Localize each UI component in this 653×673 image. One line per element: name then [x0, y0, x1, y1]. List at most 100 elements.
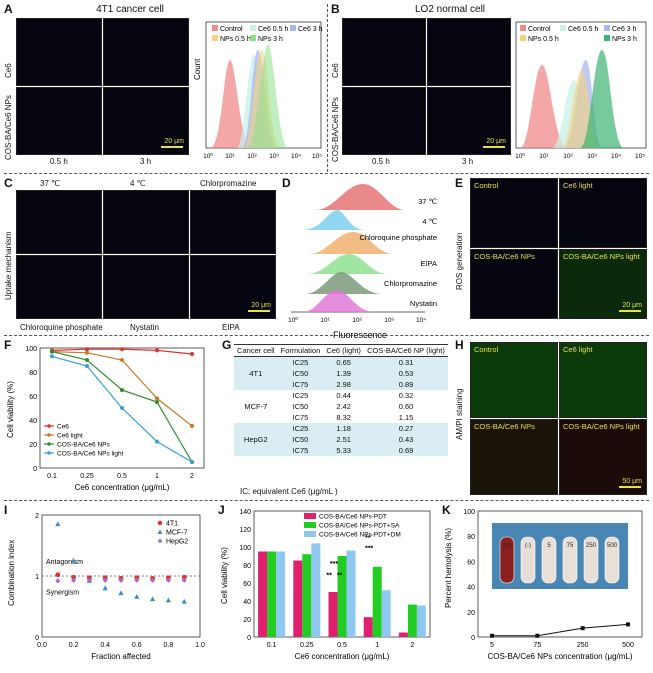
- chart-k-ytick: 60: [467, 559, 475, 566]
- panel-c-bottom-label-2: EIPA: [222, 323, 240, 332]
- panel-letter-e: E: [455, 176, 464, 190]
- legend-swatch: [520, 35, 526, 41]
- flow-d-tick: 10³: [384, 317, 394, 324]
- chart-i-legend-label: MCF-7: [166, 530, 187, 537]
- chart-i-legend-marker: [157, 529, 163, 534]
- panel-letter-i: I: [4, 503, 8, 517]
- chart-j-ytick: 100: [239, 545, 251, 552]
- panel-letter-j: J: [218, 503, 225, 517]
- micro-e-ce6-light: Ce6 light: [559, 178, 647, 248]
- chart-i-xtick: 0.4: [100, 642, 110, 649]
- ic-table: Cancer cell Formulation Ce6 (light) COS-…: [234, 344, 448, 456]
- flow-chart-d: 37 ℃ 4 ℃ Chloroquine phosphate EIPA Chlo…: [288, 184, 438, 340]
- chart-i-ytick: 2: [35, 513, 39, 520]
- chart-f-xtick: 1: [155, 473, 159, 480]
- divider: [327, 4, 328, 172]
- flow-chart-a: Count Control Ce6 0.5 h Ce6 3 h NPs 0.5 …: [193, 21, 323, 160]
- chart-k-tube: [499, 536, 515, 584]
- flow-d-label-1: 4 ℃: [422, 217, 437, 226]
- chart-f-legend-marker: [47, 424, 51, 428]
- chart-j-bar-2: [416, 605, 426, 637]
- chart-j-significance: **: [337, 573, 343, 580]
- chart-f-ytick: 100: [25, 346, 37, 353]
- table-cell: 5.33: [323, 445, 364, 456]
- chart-k-point: [535, 633, 540, 638]
- chart-j-xlabel: Ce6 concentration (μg/mL): [295, 652, 390, 661]
- legend-swatch: [604, 25, 610, 31]
- panel-e-side-label: ROS generation: [455, 232, 464, 290]
- flow-d-label-4: Chlorpromazine: [384, 279, 437, 288]
- micro-h-nps-light: COS-BA/Ce6 NPs light 50 μm: [559, 419, 647, 495]
- chart-k-xlabel: COS-BA/Ce6 NPs concentration (μg/mL): [487, 652, 632, 661]
- table-cell: 0.31: [363, 356, 448, 368]
- micro-e-control: Control: [470, 178, 558, 248]
- table-cell: 1.15: [398, 413, 414, 422]
- panel-letter-b: B: [331, 2, 340, 16]
- chart-i-xtick: 1.0: [195, 642, 205, 649]
- legend-swatch: [290, 25, 296, 31]
- table-cell: IC50: [292, 402, 309, 411]
- chart-k-ytick: 0: [471, 635, 475, 642]
- chart-f-legend-label: COS-BA/Ce6 NPs light: [57, 451, 124, 458]
- chart-i-point-mcf7: [118, 590, 124, 596]
- chart-k-tube: [583, 536, 599, 584]
- table-cell-cancer-cell: MCF-7: [244, 402, 268, 411]
- chart-f-legend-label: COS-BA/Ce6 NPs: [57, 442, 110, 449]
- chart-j-ytick: 0: [247, 635, 251, 642]
- chart-f-point-2: [85, 358, 89, 362]
- table-row: 4T1 IC50 1.39 0.53: [234, 368, 448, 379]
- legend-swatch: [520, 25, 526, 31]
- panel-b-row2-label: COS-BA/Ce6 NPs: [331, 97, 340, 162]
- chart-f-point-3: [50, 354, 54, 359]
- table-cell: 0.53: [363, 368, 448, 379]
- chart-j-significance: ***: [330, 561, 338, 568]
- legend-swatch: [250, 35, 256, 41]
- panel-b-col2-label: 3 h: [462, 157, 474, 166]
- micro-a-ce6-05h: [16, 18, 102, 86]
- chart-j-significance: **: [365, 535, 371, 542]
- flow-a-legend-3: NPs 0.5 h: [220, 36, 251, 43]
- chart-j-xtick: 0.25: [300, 642, 314, 649]
- flow-b-control: [520, 65, 568, 148]
- table-cell: 2.98: [323, 379, 364, 390]
- chart-f-ytick: 60: [29, 394, 37, 401]
- flow-b-legend-4: NPs 3 h: [612, 36, 637, 43]
- table-row: IC75 2.98 0.89: [234, 379, 448, 390]
- chart-j-xtick: 1: [375, 642, 379, 649]
- panel-c-top-label-0: 37 ℃: [40, 179, 61, 188]
- micro-e-nps-label: COS-BA/Ce6 NPs: [474, 252, 535, 261]
- legend-swatch: [212, 25, 218, 31]
- micro-c-37: [16, 190, 102, 254]
- flow-a-tick: 10⁵: [312, 153, 322, 160]
- chart-j-ytick: 120: [239, 527, 251, 534]
- chart-j-ylabel: Cell viability (%): [220, 547, 229, 604]
- panel-b-col1-label: 0.5 h: [372, 157, 390, 166]
- flow-a-ylabel: Count: [193, 58, 202, 80]
- flow-d-tick: 10¹: [320, 317, 330, 324]
- flow-a-legend-1: Ce6 0.5 h: [258, 26, 288, 33]
- scale-bar-a: [161, 146, 183, 148]
- table-cell: IC25: [277, 356, 324, 368]
- chart-j-bar-2: [346, 550, 356, 637]
- chart-k-ylabel: Percent hemolysis (%): [444, 528, 453, 608]
- table-cell: IC50: [277, 434, 324, 445]
- flow-d-track-1: [303, 210, 365, 230]
- table-cell-cancer-cell: [234, 445, 278, 456]
- chart-f-legend-marker: [47, 451, 51, 455]
- chart-i-antagonism: Antagonism: [46, 559, 83, 566]
- chart-i-point-hepg2: [55, 578, 61, 584]
- micro-c-nystatin: [103, 255, 189, 319]
- chart-j: 0 20 40 60 80 100 120 140 0.1 0.25 0.5 1 2 Ce6 concen…: [220, 509, 431, 661]
- chart-i-legend-label: 4T1: [166, 521, 178, 528]
- panel-a-row2-label: COS-BA/Ce6 NPs: [4, 95, 13, 160]
- flow-b-nps-3: [580, 50, 624, 148]
- chart-f-legend-label: Ce6: [57, 424, 69, 431]
- flow-d-label-0: 37 ℃: [418, 197, 437, 206]
- chart-f-ytick: 40: [29, 418, 37, 425]
- micro-e-nps-light: COS-BA/Ce6 NPs light 20 μm: [559, 249, 647, 319]
- flow-d-label-5: Nystatin: [410, 299, 437, 308]
- table-cell: 0.32: [398, 391, 414, 400]
- chart-j-bar-1: [372, 566, 382, 637]
- table-row: IC75 8.32 1.15: [234, 412, 448, 423]
- flow-b-tick: 10⁵: [635, 153, 645, 160]
